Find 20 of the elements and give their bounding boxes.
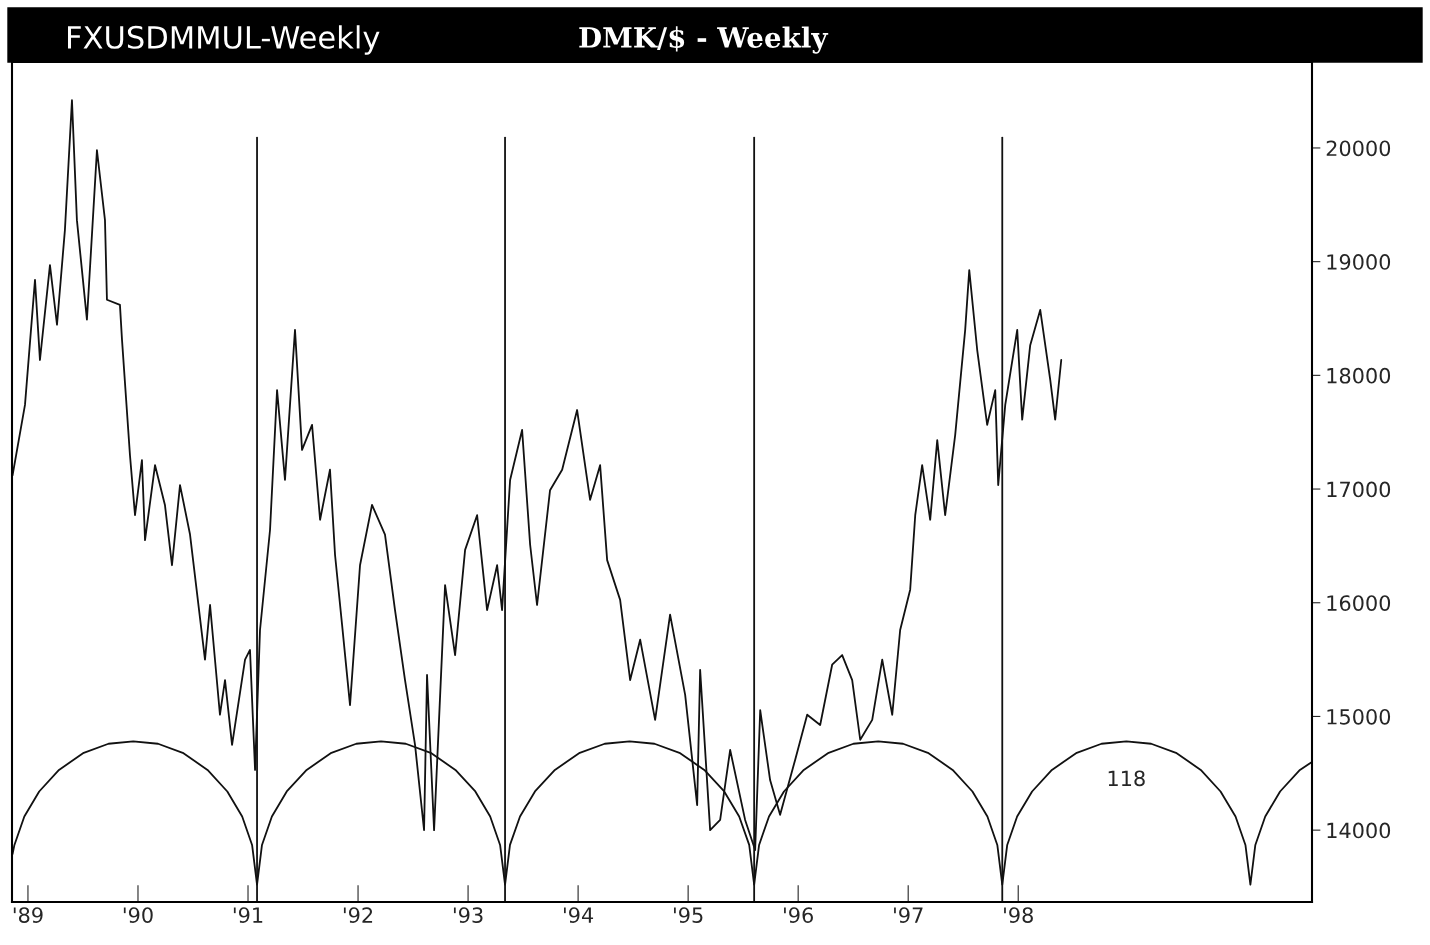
y-tick-label: 20000 [1326,140,1391,157]
x-tick-label: '89 [13,907,43,923]
x-tick-label: '98 [1004,907,1033,923]
x-tick-label: '93 [453,907,483,923]
x-tick-label: '92 [343,907,373,923]
annotation: 118 [1108,770,1145,787]
x-tick-label: '96 [784,907,813,923]
chart-subtitle: DMK/$ - Weekly [579,26,829,54]
y-tick-label: 15000 [1327,708,1391,725]
x-tick-label: '97 [894,907,923,923]
chart-title: FXUSDMMUL-Weekly [68,25,380,55]
x-tick-label: '94 [563,907,594,923]
y-tick-label: 19000 [1327,254,1391,270]
x-tick-label: '95 [674,907,703,923]
y-tick-label: 18000 [1327,367,1391,384]
y-tick-label: 16000 [1327,595,1391,611]
y-tick-label: 14000 [1327,822,1391,839]
x-tick-label: '90 [123,907,153,923]
y-tick-label: 17000 [1327,481,1391,498]
x-tick-label: '91 [233,907,263,923]
